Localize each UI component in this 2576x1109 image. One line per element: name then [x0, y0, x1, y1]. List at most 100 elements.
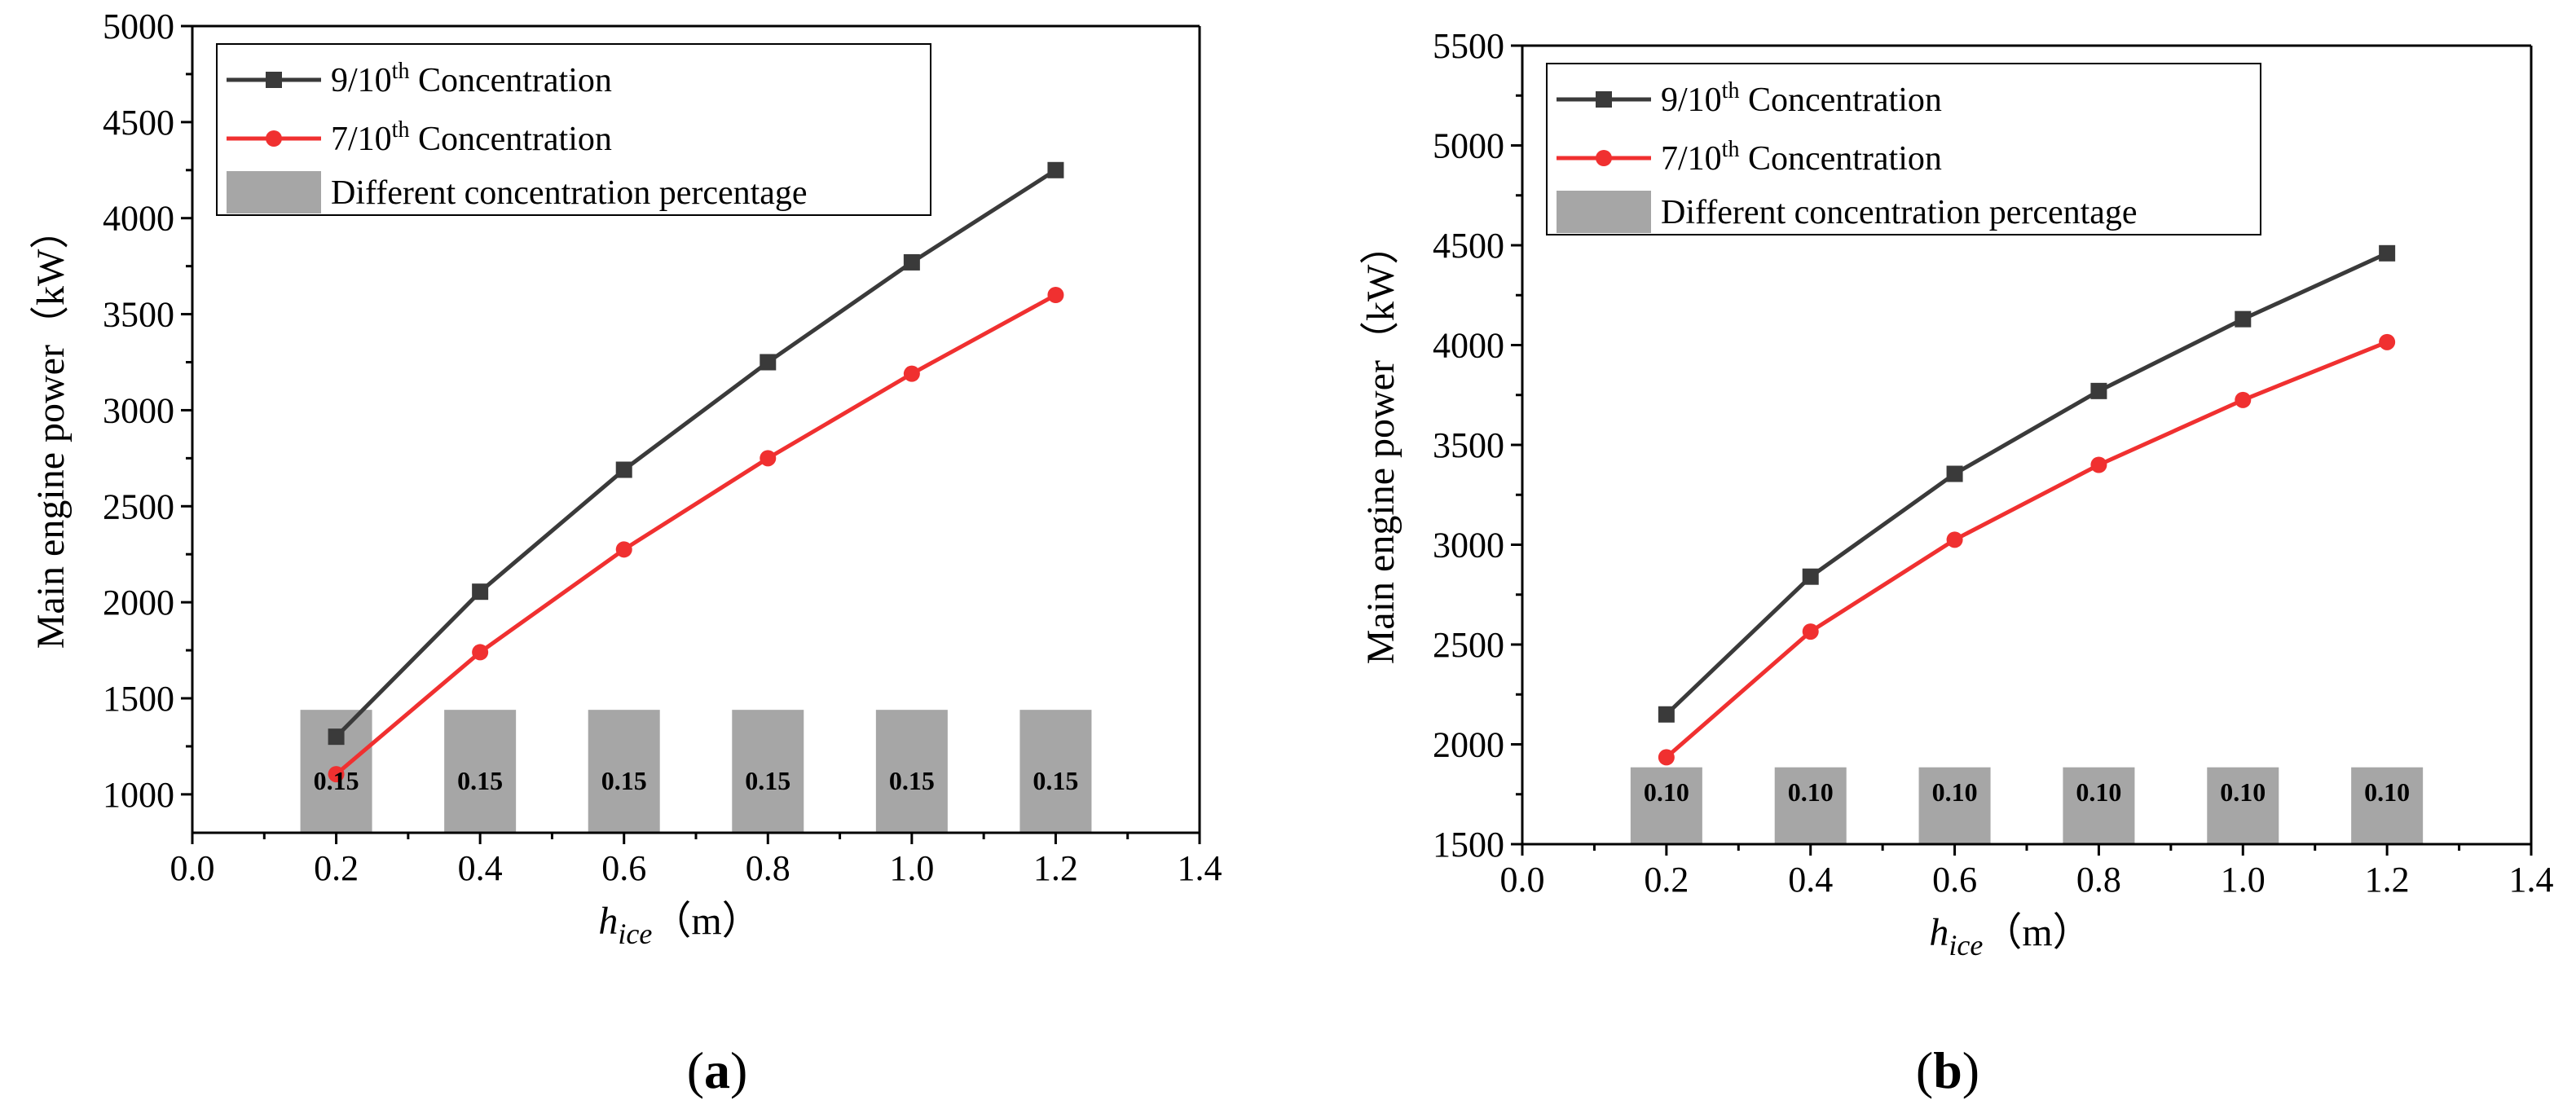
data-point-square — [2235, 310, 2252, 328]
chart-panel-a: 0.15 0.15 0.15 0.15 0.15 0.15 0.0 0.2 0.4 0.6 0.8 1… — [29, 7, 1222, 1099]
data-point-circle — [2379, 333, 2396, 350]
series-line-1 — [1665, 251, 2389, 716]
data-point-square — [615, 461, 632, 478]
legend-label: 7/10th Concentration — [331, 117, 612, 158]
bar-value-label: 0.10 — [2364, 777, 2410, 807]
data-point-square — [1802, 568, 1819, 585]
data-point-square — [472, 583, 489, 601]
y-tick-label: 2500 — [1433, 625, 1504, 665]
x-tick-label: 0.8 — [746, 848, 790, 888]
data-point-circle — [1658, 749, 1675, 766]
bar-value-label: 0.10 — [2220, 777, 2266, 807]
data-point-square — [1946, 465, 1963, 482]
y-axis-label: Main engine power（kW） — [1359, 226, 1402, 665]
concentration-bar — [732, 710, 804, 833]
x-tick-label: 1.0 — [889, 848, 934, 888]
legend: 9/10th Concentration 7/10th Concentration… — [216, 43, 931, 216]
concentration-bar — [2207, 767, 2279, 844]
y-tick-label: 5500 — [1433, 26, 1504, 66]
x-tick-label: 0.4 — [1788, 860, 1833, 900]
concentration-bar — [2063, 767, 2135, 844]
data-point-circle — [1047, 287, 1064, 303]
concentration-bar — [1918, 767, 1991, 844]
legend-box — [216, 43, 931, 216]
concentration-bar — [444, 710, 517, 833]
y-tick-label: 4500 — [103, 103, 174, 143]
data-point-circle — [1946, 531, 1963, 548]
bar-value-label: 0.15 — [1033, 766, 1078, 795]
y-tick-label: 5000 — [1433, 126, 1504, 166]
y-tick-label: 5000 — [103, 7, 174, 46]
bar-value-label: 0.15 — [601, 766, 647, 795]
y-tick-label: 2000 — [103, 583, 174, 623]
bar-value-label: 0.15 — [314, 766, 359, 795]
x-tick-label: 0.4 — [458, 848, 503, 888]
legend: 9/10th Concentration 7/10th Concentration… — [1546, 63, 2261, 235]
concentration-bar — [1019, 710, 1092, 833]
bar-value-label: 0.15 — [457, 766, 503, 795]
legend-label: Different concentration percentage — [1661, 194, 2138, 231]
legend-marker-square — [266, 72, 282, 88]
x-axis-label: hice（m） — [1929, 911, 2091, 962]
x-tick-label: 0.6 — [1932, 860, 1977, 900]
data-point-circle — [328, 766, 345, 783]
legend-marker-circle — [1596, 150, 1612, 166]
y-tick-label: 1500 — [103, 679, 174, 719]
series-line-2 — [1665, 340, 2389, 759]
x-tick-label: 0.0 — [1500, 860, 1545, 900]
concentration-bar — [588, 710, 660, 833]
bar-value-label: 0.15 — [889, 766, 935, 795]
data-point-square — [2379, 244, 2396, 262]
y-tick-label: 2000 — [1433, 725, 1504, 765]
chart-panel-b: 0.10 0.10 0.10 0.10 0.10 0.10 0.0 0.2 0.4 0.6 0.8 1… — [1359, 26, 2554, 1099]
y-axis-label: Main engine power（kW） — [29, 210, 73, 649]
y-tick-label: 3000 — [1433, 526, 1504, 566]
data-point-square — [1658, 706, 1675, 723]
x-tick-label: 0.0 — [170, 848, 215, 888]
concentration-bar — [875, 710, 948, 833]
data-point-circle — [2235, 391, 2252, 408]
legend-bar-swatch — [227, 171, 321, 213]
legend-label: Different concentration percentage — [331, 174, 808, 212]
x-tick-label: 1.4 — [2509, 860, 2554, 900]
x-tick-label: 1.0 — [2221, 860, 2266, 900]
y-tick-label: 3000 — [103, 390, 174, 430]
concentration-bar — [1630, 767, 1702, 844]
y-tick-label: 4000 — [1433, 326, 1504, 366]
x-tick-label: 0.2 — [314, 848, 359, 888]
legend-bar-swatch — [1557, 191, 1651, 233]
x-tick-label: 0.2 — [1644, 860, 1689, 900]
bar-value-label: 0.10 — [1788, 777, 1834, 807]
y-tick-label: 1500 — [1433, 825, 1504, 865]
panel-label: (b) — [1916, 1041, 1979, 1099]
y-tick-label: 3500 — [1433, 425, 1504, 465]
data-point-circle — [903, 365, 920, 382]
data-point-square — [1047, 161, 1064, 178]
legend-label: 7/10th Concentration — [1661, 137, 1942, 178]
bar-value-label: 0.10 — [1932, 777, 1978, 807]
x-tick-label: 1.2 — [2365, 860, 2410, 900]
x-axis-label: hice（m） — [598, 900, 760, 950]
legend-label: 9/10th Concentration — [331, 59, 612, 99]
series-line-2 — [334, 293, 1057, 777]
y-tick-label: 3500 — [103, 295, 174, 335]
series-line-1 — [334, 168, 1057, 738]
legend-marker-square — [1596, 91, 1612, 108]
legend-label: 9/10th Concentration — [1661, 78, 1942, 119]
y-tick-label: 2500 — [103, 486, 174, 526]
data-point-square — [2090, 382, 2107, 399]
data-point-square — [760, 354, 777, 371]
bar-value-label: 0.10 — [1644, 777, 1689, 807]
y-tick-label: 4500 — [1433, 226, 1504, 266]
legend-box — [1546, 63, 2261, 235]
x-tick-label: 1.2 — [1033, 848, 1078, 888]
legend-marker-circle — [266, 130, 282, 147]
data-point-circle — [472, 644, 489, 661]
y-tick-label: 1000 — [103, 775, 174, 815]
bar-value-label: 0.10 — [2076, 777, 2121, 807]
concentration-bar — [1774, 767, 1847, 844]
panel-label: (a) — [687, 1041, 748, 1099]
y-tick-label: 4000 — [103, 199, 174, 239]
concentration-bar — [2351, 767, 2424, 844]
